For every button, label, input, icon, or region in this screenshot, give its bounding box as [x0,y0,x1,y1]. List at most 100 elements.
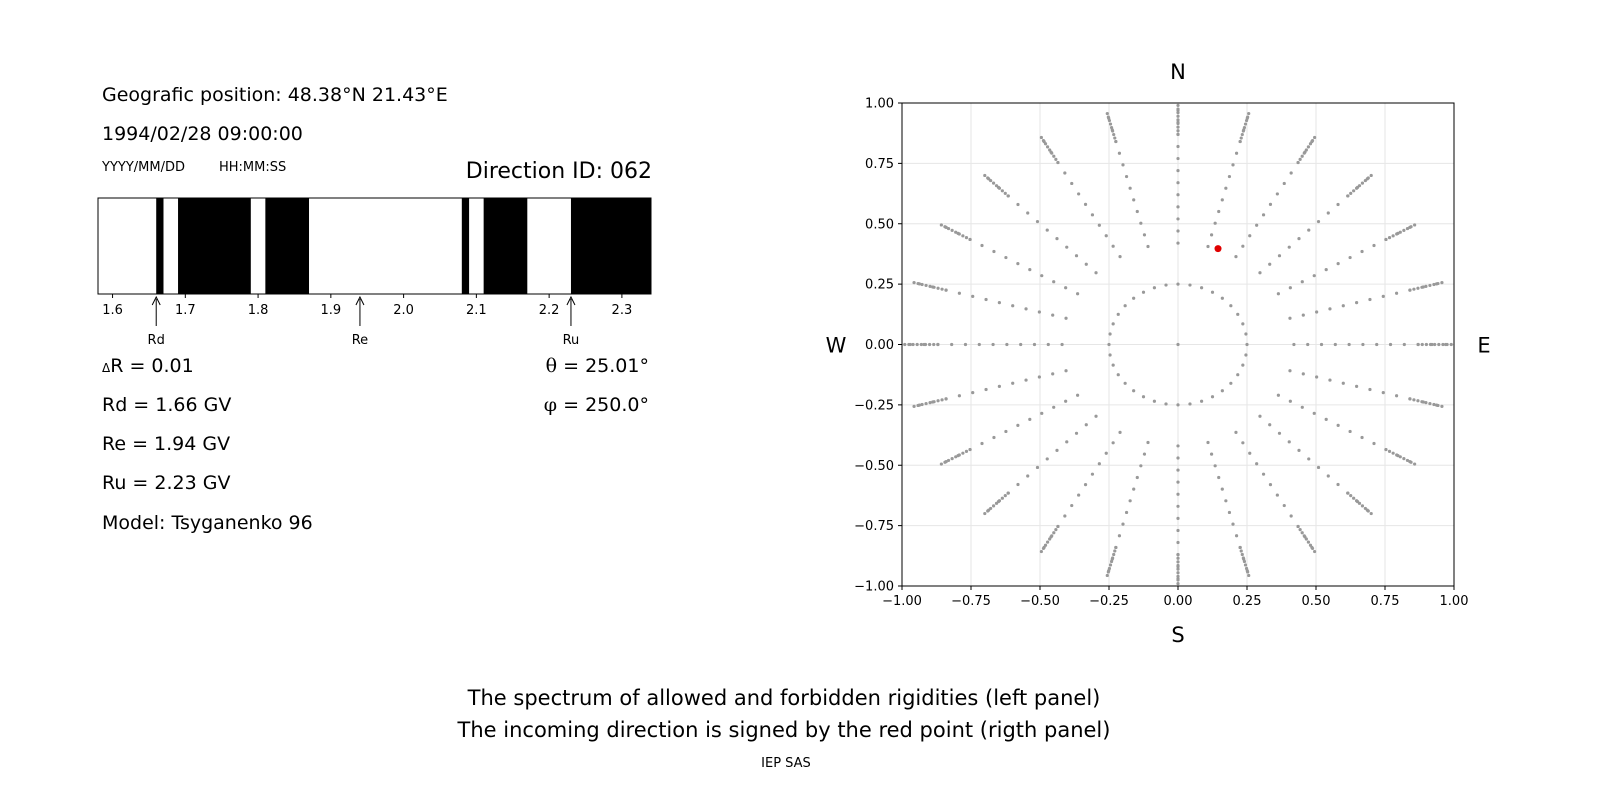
direction-point [1111,363,1115,367]
direction-point [968,237,972,242]
direction-point [916,281,920,286]
direction-point [1000,189,1004,193]
phi-text: = 250.0° [557,394,649,416]
direction-point [1245,342,1249,347]
direction-point [946,458,951,463]
direction-point [989,178,993,183]
direction-point [1164,283,1168,287]
direction-point [1176,504,1180,508]
direction-point [1288,286,1292,290]
direction-point [1315,375,1319,379]
direction-point [1352,496,1356,500]
direction-point [1019,342,1023,347]
ru-value: Ru = 2.23 GV [102,472,231,494]
direction-point [1176,553,1180,557]
direction-point [1176,342,1180,347]
direction-point [1361,342,1365,347]
direction-point [1432,402,1436,407]
direction-point [943,460,947,464]
direction-point [1104,234,1108,238]
direction-point [1408,288,1412,292]
direction-point [1220,198,1224,202]
direction-point [1391,234,1395,238]
direction-point [1176,121,1180,126]
direction-point [1381,294,1385,298]
direction-point [1366,509,1370,513]
direction-point [1084,262,1088,266]
direction-point [1176,528,1180,533]
direction-point [1357,501,1362,505]
compass-north: N [1170,60,1186,84]
direction-point [1074,431,1079,435]
direction-point [943,225,947,229]
direction-point [1111,244,1115,248]
direction-point [1336,423,1340,428]
direction-point [1387,449,1392,453]
direction-point [1209,452,1214,456]
direction-point [1176,282,1180,286]
direction-point [1176,118,1180,122]
direction-point [1372,243,1376,248]
spectrum-frame [97,197,652,295]
geographic-position: Geografic position: 48.38°N 21.43°E [102,84,448,106]
direction-point [1064,316,1068,320]
direction-point [1395,291,1399,295]
marker-label-rd: Rd [148,333,165,348]
direction-point [1121,163,1125,167]
direction-point [1436,281,1440,286]
direction-point [1209,233,1214,237]
direction-point [1003,494,1007,498]
direction-point [1045,228,1049,232]
direction-point [1308,543,1313,547]
direction-point [1424,284,1428,288]
y-tick-label: −0.25 [854,398,894,413]
direction-point [1349,191,1353,195]
direction-point [1217,209,1221,214]
direction-point [1041,546,1046,551]
marker-label-ru: Ru [563,333,580,348]
direction-point [1268,202,1273,206]
direction-point [1176,581,1180,586]
direction-point [1199,399,1204,403]
x-tick-label: 1.00 [1440,594,1469,609]
direction-point [1045,540,1050,544]
direction-point [1003,191,1007,195]
direction-point [1123,304,1127,308]
direction-point [1083,202,1088,206]
direction-point [1176,516,1180,520]
direction-point [1176,578,1180,582]
direction-point [1354,499,1359,503]
direction-point [1035,219,1040,224]
direction-point [1107,566,1112,571]
direction-point [1326,474,1330,478]
direction-point [1234,151,1239,155]
direction-point [1070,181,1074,186]
direction-point [1229,381,1233,385]
direction-point [1176,229,1180,233]
direction-point [1268,262,1272,266]
direction-point [1288,369,1292,373]
direction-point [1304,148,1308,152]
direction-point [957,291,961,295]
direction-point [1048,537,1052,541]
direction-point [1297,448,1301,452]
y-tick-label: 0.25 [865,278,894,293]
direction-point [1176,571,1180,575]
direction-point [1402,457,1406,461]
date-format-label: YYYY/MM/DD [102,160,185,175]
direction-point [1346,491,1350,495]
direction-point [1276,292,1280,296]
theta-symbol: θ [545,355,558,377]
direction-point [1229,304,1233,308]
direction-point [1372,441,1376,446]
direction-point [1176,103,1180,108]
x-tick-label: −0.25 [1089,594,1129,609]
direction-point [1000,496,1004,500]
direction-point [1105,573,1109,578]
direction-point [1139,221,1143,225]
direction-point [1240,132,1244,137]
spectrum-tick-label: 2.0 [393,303,414,318]
direction-point [1116,312,1120,316]
date-time: 1994/02/28 09:00:00 [102,123,303,145]
direction-point [1176,181,1180,185]
